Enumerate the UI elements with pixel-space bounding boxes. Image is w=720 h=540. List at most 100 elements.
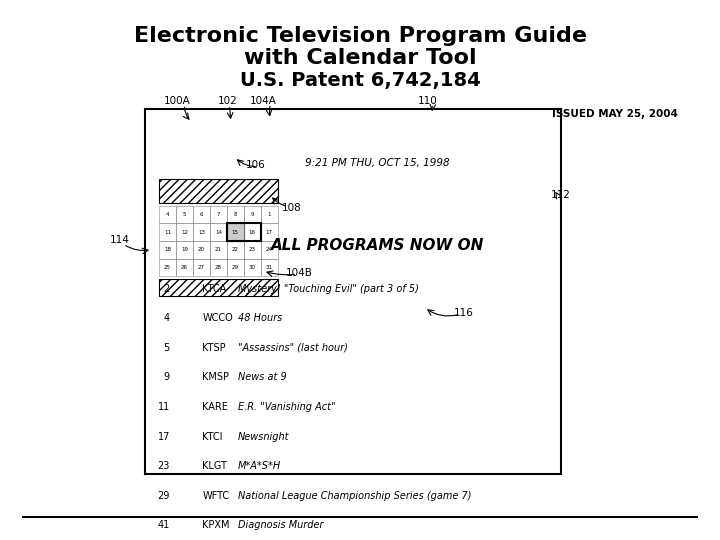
Text: WFTC: WFTC [202, 491, 230, 501]
Text: KTCI: KTCI [202, 431, 222, 442]
Text: 22: 22 [232, 247, 239, 252]
Bar [159, 241, 176, 259]
Text: 25: 25 [164, 265, 171, 270]
Text: 30: 30 [248, 265, 256, 270]
Text: 18: 18 [164, 247, 171, 252]
Bar [243, 223, 261, 241]
Bar [243, 206, 261, 223]
Bar [227, 223, 243, 241]
Text: with Calendar Tool: with Calendar Tool [243, 48, 477, 68]
Bar [243, 259, 261, 276]
Text: 9:21 PM THU, OCT 15, 1998: 9:21 PM THU, OCT 15, 1998 [305, 158, 450, 167]
Text: 31: 31 [266, 265, 273, 270]
Text: Diagnosis Murder: Diagnosis Murder [238, 520, 323, 530]
Text: 7: 7 [217, 212, 220, 217]
Text: KTSP: KTSP [202, 343, 226, 353]
Text: 14: 14 [215, 230, 222, 234]
Bar [176, 206, 193, 223]
Bar [159, 179, 277, 203]
Bar [210, 241, 227, 259]
Text: 114: 114 [109, 235, 130, 246]
Text: 5: 5 [183, 212, 186, 217]
Text: National League Championship Series (game 7): National League Championship Series (gam… [238, 491, 472, 501]
Text: 41: 41 [158, 520, 170, 530]
Bar [210, 206, 227, 223]
Text: 2: 2 [163, 284, 170, 294]
Text: 110: 110 [418, 96, 438, 106]
Text: Newsnight: Newsnight [238, 431, 289, 442]
Bar [261, 259, 277, 276]
Text: 13: 13 [198, 230, 205, 234]
Bar [193, 206, 210, 223]
Text: KTCA: KTCA [202, 284, 227, 294]
Text: 20: 20 [198, 247, 205, 252]
Bar [159, 206, 176, 223]
Text: 23: 23 [158, 461, 170, 471]
Bar [176, 259, 193, 276]
Text: E.R. "Vanishing Act": E.R. "Vanishing Act" [238, 402, 336, 412]
Text: KARE: KARE [202, 402, 228, 412]
Bar [261, 223, 277, 241]
Bar [193, 259, 210, 276]
Bar [227, 259, 243, 276]
Bar [210, 259, 227, 276]
Bar [243, 241, 261, 259]
Text: 17: 17 [266, 230, 273, 234]
Text: 24: 24 [266, 247, 273, 252]
Text: 5: 5 [163, 343, 170, 353]
Text: 16: 16 [248, 230, 256, 234]
Bar [227, 206, 243, 223]
Text: KMSP: KMSP [202, 373, 229, 382]
Bar [227, 223, 243, 241]
Text: M*A*S*H: M*A*S*H [238, 461, 282, 471]
Text: 29: 29 [158, 491, 170, 501]
Text: 6: 6 [199, 212, 203, 217]
Text: 104A: 104A [250, 96, 276, 106]
Bar [159, 279, 277, 296]
Bar [193, 241, 210, 259]
Bar [145, 109, 561, 474]
Text: KLGT: KLGT [202, 461, 227, 471]
Text: 108: 108 [282, 203, 302, 213]
Text: WCCO: WCCO [202, 313, 233, 323]
Text: 112: 112 [551, 190, 571, 200]
Text: 4: 4 [164, 313, 170, 323]
Bar [159, 259, 176, 276]
Text: 9: 9 [251, 212, 254, 217]
Bar [193, 223, 210, 241]
Bar [159, 223, 176, 241]
Text: 29: 29 [232, 265, 239, 270]
Text: 23: 23 [248, 247, 256, 252]
Text: ISSUED MAY 25, 2004: ISSUED MAY 25, 2004 [552, 109, 678, 119]
Text: News at 9: News at 9 [238, 373, 287, 382]
Text: 1: 1 [267, 212, 271, 217]
Text: KPXM: KPXM [202, 520, 230, 530]
Text: "Assassins" (last hour): "Assassins" (last hour) [238, 343, 348, 353]
Bar [210, 223, 227, 241]
Text: 27: 27 [198, 265, 205, 270]
Text: 19: 19 [181, 247, 188, 252]
Text: 11: 11 [164, 230, 171, 234]
Text: U.S. Patent 6,742,184: U.S. Patent 6,742,184 [240, 71, 480, 90]
Text: 9: 9 [164, 373, 170, 382]
Bar [261, 241, 277, 259]
Bar [227, 241, 243, 259]
Text: 11: 11 [158, 402, 170, 412]
Text: 15: 15 [232, 230, 239, 234]
Bar [227, 223, 261, 241]
Text: 106: 106 [246, 160, 266, 170]
Text: ALL PROGRAMS NOW ON: ALL PROGRAMS NOW ON [271, 238, 485, 253]
Text: 4: 4 [166, 212, 169, 217]
Text: 28: 28 [215, 265, 222, 270]
Text: Electronic Television Program Guide: Electronic Television Program Guide [133, 26, 587, 46]
Text: 48 Hours: 48 Hours [238, 313, 282, 323]
Text: 26: 26 [181, 265, 188, 270]
Text: 104B: 104B [286, 268, 312, 278]
Text: 17: 17 [158, 431, 170, 442]
Text: 102: 102 [217, 96, 237, 106]
Text: 100A: 100A [163, 96, 191, 106]
Text: 21: 21 [215, 247, 222, 252]
Text: Mystery! "Touching Evil" (part 3 of 5): Mystery! "Touching Evil" (part 3 of 5) [238, 284, 419, 294]
Bar [261, 206, 277, 223]
Bar [176, 241, 193, 259]
